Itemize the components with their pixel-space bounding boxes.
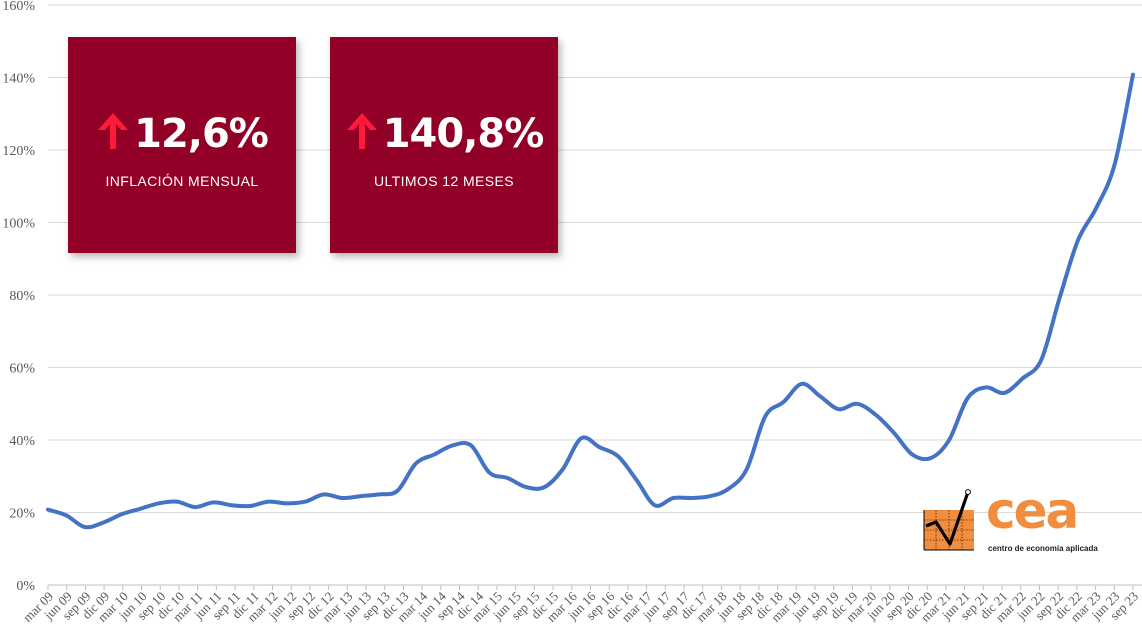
- annual-inflation-label: ULTIMOS 12 MESES: [374, 173, 514, 189]
- y-tick-label: 160%: [2, 0, 35, 14]
- y-tick-label: 120%: [2, 144, 35, 159]
- inflation-series-line: [46, 72, 1135, 530]
- annual-inflation-value: 140,8%: [382, 111, 545, 157]
- logo-tagline: centro de economía aplicada: [988, 544, 1098, 553]
- y-tick-label: 140%: [2, 72, 35, 87]
- monthly-inflation-label: INFLACIÓN MENSUAL: [105, 173, 259, 189]
- up-arrow-icon: [98, 113, 129, 149]
- y-tick-label: 80%: [9, 289, 35, 304]
- monthly-inflation-value-row: 12,6%: [68, 111, 296, 157]
- y-tick-label: 20%: [9, 507, 35, 522]
- y-tick-label: 100%: [2, 217, 35, 232]
- monthly-inflation-value: 12,6%: [134, 111, 269, 157]
- y-tick-label: 60%: [9, 362, 35, 377]
- annual-inflation-value-row: 140,8%: [330, 111, 558, 157]
- annual-inflation-card: 140,8% ULTIMOS 12 MESES: [330, 37, 558, 253]
- monthly-inflation-card: 12,6% INFLACIÓN MENSUAL: [68, 37, 296, 253]
- logo-wordmark: cea: [986, 482, 1079, 540]
- cea-logo: cea centro de economía aplicada: [922, 482, 1102, 558]
- up-arrow-icon: [346, 113, 377, 149]
- y-tick-label: 40%: [9, 434, 35, 449]
- y-tick-label: 0%: [16, 579, 35, 594]
- logo-chart-mark: [923, 489, 974, 551]
